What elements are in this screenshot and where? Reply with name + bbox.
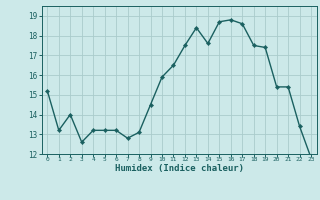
X-axis label: Humidex (Indice chaleur): Humidex (Indice chaleur) [115, 164, 244, 173]
